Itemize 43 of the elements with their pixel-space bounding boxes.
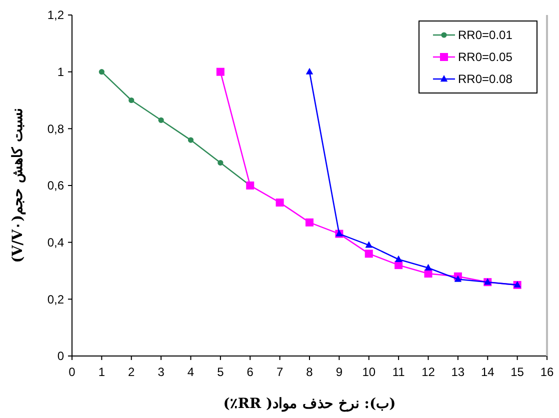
x-axis-title: (ب): نرخ حذف مواد( RR٪) [223, 396, 396, 412]
x-tick-label: 16 [540, 365, 554, 379]
point [276, 198, 284, 207]
x-tick-label: 0 [68, 365, 76, 379]
point [306, 218, 314, 226]
legend-label: RR0=0.05 [458, 50, 513, 64]
point [128, 97, 134, 104]
y-tick-label: 0,8 [47, 122, 64, 136]
x-tick-label: 11 [392, 365, 406, 379]
y-tick-label: 0,2 [47, 292, 64, 306]
point [454, 275, 462, 282]
y-axis-title: نسبت کاهش حجم(V/V۰) [10, 108, 26, 263]
legend-label: RR0=0.01 [458, 28, 513, 42]
point [364, 250, 373, 258]
x-tick-label: 14 [480, 365, 495, 379]
x-tick-label: 2 [128, 365, 136, 379]
point [98, 69, 104, 75]
point [394, 255, 402, 262]
point [188, 137, 194, 143]
y-tick-label: 1 [57, 65, 64, 80]
point [216, 68, 224, 76]
x-tick-label: 9 [336, 365, 343, 379]
point [158, 117, 164, 123]
x-tick-label: 7 [276, 365, 284, 379]
x-tick-label: 1 [98, 365, 106, 379]
y-tick-label: 1,2 [47, 8, 64, 22]
point [306, 68, 314, 74]
x-tick-label: 12 [422, 365, 436, 379]
x-tick-label: 6 [246, 365, 254, 379]
point [365, 241, 372, 248]
x-tick-label: 8 [306, 365, 314, 379]
x-tick-label: 5 [217, 365, 224, 379]
legend-label: RR0=0.08 [458, 72, 513, 86]
x-tick-label: 15 [510, 365, 524, 379]
y-tick-label: 0,6 [47, 178, 64, 193]
x-tick-label: 10 [362, 365, 376, 379]
x-tick-label: 4 [187, 365, 194, 379]
point [424, 264, 432, 271]
point [218, 160, 224, 166]
x-tick-label: 13 [451, 365, 465, 379]
y-tick-label: 0 [57, 349, 64, 364]
y-tick-label: 0,4 [47, 236, 64, 250]
x-tick-label: 3 [158, 365, 165, 379]
